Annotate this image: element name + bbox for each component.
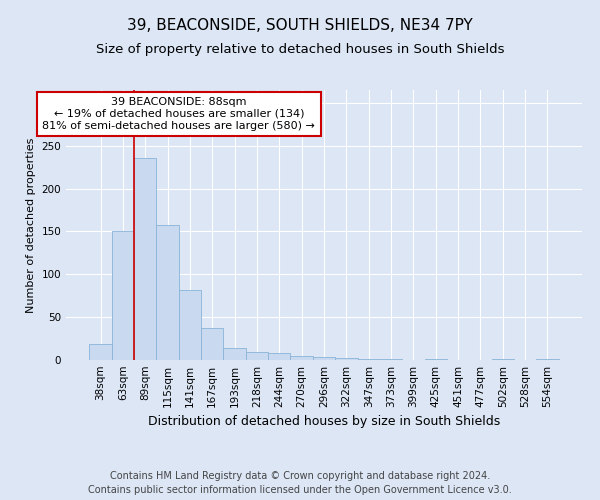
Text: 39 BEACONSIDE: 88sqm
← 19% of detached houses are smaller (134)
81% of semi-deta: 39 BEACONSIDE: 88sqm ← 19% of detached h… <box>43 98 315 130</box>
Bar <box>313 358 335 360</box>
Bar <box>112 230 134 360</box>
Bar <box>425 359 447 360</box>
Bar <box>157 226 179 360</box>
Bar <box>268 353 290 360</box>
Y-axis label: Number of detached properties: Number of detached properties <box>26 138 36 312</box>
Bar <box>290 356 313 360</box>
Bar <box>201 328 223 360</box>
Text: Size of property relative to detached houses in South Shields: Size of property relative to detached ho… <box>96 42 504 56</box>
Bar <box>246 352 268 360</box>
Bar <box>335 358 358 360</box>
Text: 39, BEACONSIDE, SOUTH SHIELDS, NE34 7PY: 39, BEACONSIDE, SOUTH SHIELDS, NE34 7PY <box>127 18 473 32</box>
Text: Contains public sector information licensed under the Open Government Licence v3: Contains public sector information licen… <box>88 485 512 495</box>
Bar <box>223 348 246 360</box>
Bar <box>536 359 559 360</box>
X-axis label: Distribution of detached houses by size in South Shields: Distribution of detached houses by size … <box>148 416 500 428</box>
Bar <box>89 344 112 360</box>
Bar <box>134 158 157 360</box>
Bar <box>491 359 514 360</box>
Bar <box>358 359 380 360</box>
Bar <box>179 290 201 360</box>
Bar <box>380 359 402 360</box>
Text: Contains HM Land Registry data © Crown copyright and database right 2024.: Contains HM Land Registry data © Crown c… <box>110 471 490 481</box>
